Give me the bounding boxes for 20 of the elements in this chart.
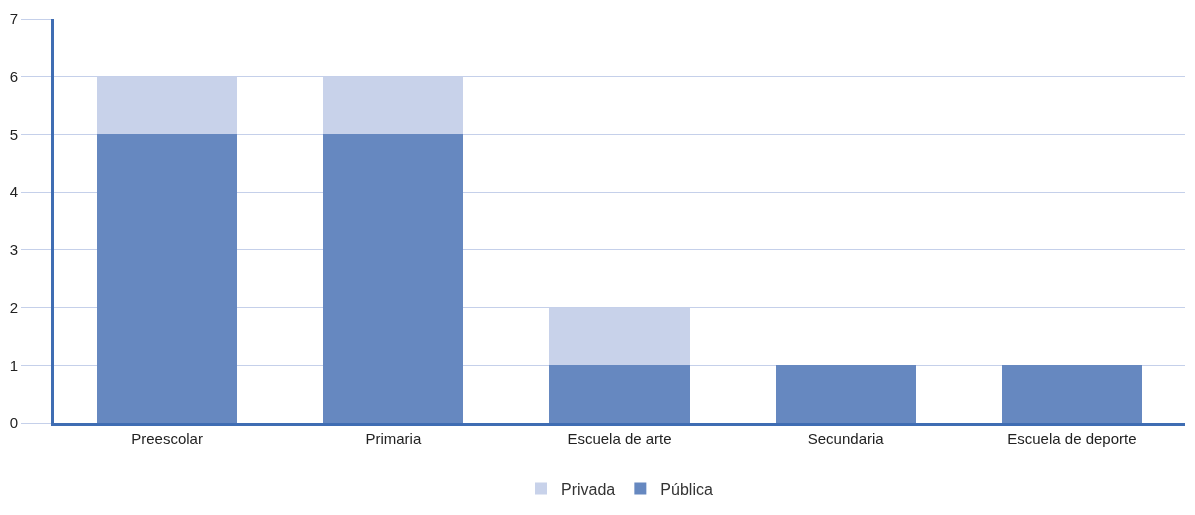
y-tick-label: 0 [9, 414, 18, 432]
y-tick-label: 5 [9, 125, 18, 143]
y-tick-label: 3 [9, 241, 18, 259]
y-tick-label: 4 [9, 183, 18, 201]
y-tick-label: 1 [9, 356, 18, 374]
y-tick-label: 7 [9, 10, 18, 28]
y-tick-label: 2 [9, 298, 18, 316]
bar [96, 134, 238, 423]
x-tick-label: Escuela de deporte [1007, 430, 1137, 447]
x-tick-label: Secundaria [807, 430, 885, 447]
legend-label: Privada [561, 480, 616, 498]
bar [775, 365, 916, 423]
y-tick-label: 6 [9, 67, 18, 85]
x-tick-label: Preescolar [131, 430, 203, 447]
x-tick-label: Escuela de arte [567, 430, 672, 447]
bar [323, 134, 464, 423]
bar [549, 365, 690, 423]
x-tick-label: Primaria [365, 430, 422, 447]
bar [1001, 365, 1143, 423]
legend-label: Pública [660, 480, 713, 498]
